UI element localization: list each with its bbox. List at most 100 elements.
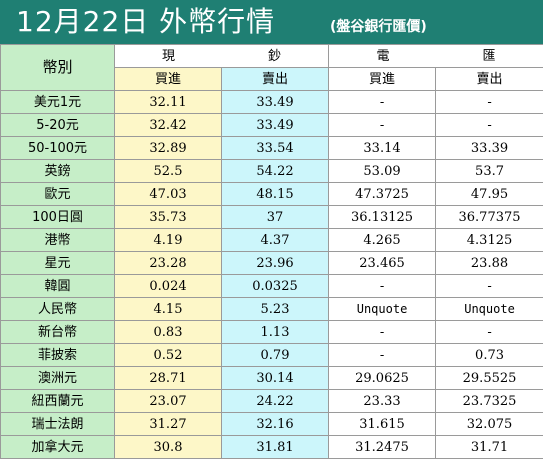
cash-buy-value: 28.71 xyxy=(115,367,222,390)
transfer-buy-value: 36.13125 xyxy=(329,206,436,229)
transfer-sell-value: 32.075 xyxy=(436,413,543,436)
transfer-buy-value: - xyxy=(329,321,436,344)
transfer-sell-value: Unquote xyxy=(436,298,543,321)
cash-buy-value: 4.15 xyxy=(115,298,222,321)
cash-sell-value: 23.96 xyxy=(222,252,329,275)
cash-buy-value: 30.8 xyxy=(115,436,222,459)
cash-sell-value: 0.79 xyxy=(222,344,329,367)
transfer-buy-value: Unquote xyxy=(329,298,436,321)
transfer-sell-value: - xyxy=(436,91,543,114)
transfer-sell-value: 0.73 xyxy=(436,344,543,367)
cash-buy-value: 32.11 xyxy=(115,91,222,114)
cash-sell-value: 4.37 xyxy=(222,229,329,252)
transfer-buy-value: 4.265 xyxy=(329,229,436,252)
cash-buy-value: 0.83 xyxy=(115,321,222,344)
transfer-sell-value: 29.5525 xyxy=(436,367,543,390)
currency-name: 50-100元 xyxy=(1,137,115,160)
cash-sell-value: 33.54 xyxy=(222,137,329,160)
transfer-buy-value: 53.09 xyxy=(329,160,436,183)
cash-sell-value: 1.13 xyxy=(222,321,329,344)
currency-name: 100日圓 xyxy=(1,206,115,229)
cash-sell-value: 5.23 xyxy=(222,298,329,321)
cash-buy-value: 0.52 xyxy=(115,344,222,367)
currency-name: 澳洲元 xyxy=(1,367,115,390)
transfer-sell-value: 23.88 xyxy=(436,252,543,275)
transfer-header: 電 匯 xyxy=(329,45,543,68)
transfer-sell-value: 33.39 xyxy=(436,137,543,160)
page-title: 12月22日 外幣行情 xyxy=(16,4,275,40)
transfer-buy-value: - xyxy=(329,275,436,298)
currency-name: 人民幣 xyxy=(1,298,115,321)
transfer-sell-value: 23.7325 xyxy=(436,390,543,413)
transfer-sell-value: - xyxy=(436,275,543,298)
cash-buy-value: 35.73 xyxy=(115,206,222,229)
cash-buy-value: 23.28 xyxy=(115,252,222,275)
transfer-buy-value: 47.3725 xyxy=(329,183,436,206)
currency-name: 英鎊 xyxy=(1,160,115,183)
cash-sell-value: 30.14 xyxy=(222,367,329,390)
cash-sell-value: 24.22 xyxy=(222,390,329,413)
cash-buy-value: 32.42 xyxy=(115,114,222,137)
currency-name: 紐西蘭元 xyxy=(1,390,115,413)
transfer-buy-value: - xyxy=(329,91,436,114)
transfer-sell-value: 31.71 xyxy=(436,436,543,459)
cash-sell-value: 0.0325 xyxy=(222,275,329,298)
transfer-buy-header: 買進 xyxy=(329,68,436,91)
cash-sell-header: 賣出 xyxy=(222,68,329,91)
cash-buy-value: 52.5 xyxy=(115,160,222,183)
transfer-buy-value: - xyxy=(329,114,436,137)
exchange-rate-board: 12月22日 外幣行情 (盤谷銀行匯價) 幣別 現 鈔 電 匯 買進 賣出 買進… xyxy=(0,0,543,444)
title-bar: 12月22日 外幣行情 (盤谷銀行匯價) xyxy=(0,0,543,44)
transfer-buy-value: 31.615 xyxy=(329,413,436,436)
cash-sell-value: 33.49 xyxy=(222,91,329,114)
transfer-buy-value: 29.0625 xyxy=(329,367,436,390)
transfer-sell-value: - xyxy=(436,114,543,137)
transfer-sell-value: 36.77375 xyxy=(436,206,543,229)
cash-sell-value: 32.16 xyxy=(222,413,329,436)
currency-name: 加拿大元 xyxy=(1,436,115,459)
currency-name: 菲披索 xyxy=(1,344,115,367)
currency-name: 5-20元 xyxy=(1,114,115,137)
cash-sell-value: 31.81 xyxy=(222,436,329,459)
cash-buy-value: 47.03 xyxy=(115,183,222,206)
currency-name: 美元1元 xyxy=(1,91,115,114)
currency-name: 韓圓 xyxy=(1,275,115,298)
transfer-buy-value: 23.33 xyxy=(329,390,436,413)
transfer-buy-value: - xyxy=(329,344,436,367)
currency-name: 新台幣 xyxy=(1,321,115,344)
transfer-buy-value: 23.465 xyxy=(329,252,436,275)
cash-sell-value: 48.15 xyxy=(222,183,329,206)
transfer-sell-value: 47.95 xyxy=(436,183,543,206)
transfer-buy-value: 33.14 xyxy=(329,137,436,160)
cash-sell-value: 54.22 xyxy=(222,160,329,183)
cash-buy-value: 31.27 xyxy=(115,413,222,436)
cash-buy-value: 23.07 xyxy=(115,390,222,413)
currency-name: 港幣 xyxy=(1,229,115,252)
cash-sell-value: 33.49 xyxy=(222,114,329,137)
source-label: (盤谷銀行匯價) xyxy=(330,16,427,36)
cash-buy-value: 32.89 xyxy=(115,137,222,160)
transfer-sell-value: - xyxy=(436,321,543,344)
cash-header: 現 鈔 xyxy=(115,45,329,68)
currency-name: 星元 xyxy=(1,252,115,275)
cash-buy-value: 4.19 xyxy=(115,229,222,252)
cash-sell-value: 37 xyxy=(222,206,329,229)
currency-name: 歐元 xyxy=(1,183,115,206)
currency-name: 瑞士法朗 xyxy=(1,413,115,436)
cash-buy-value: 0.024 xyxy=(115,275,222,298)
currency-header: 幣別 xyxy=(1,45,115,91)
